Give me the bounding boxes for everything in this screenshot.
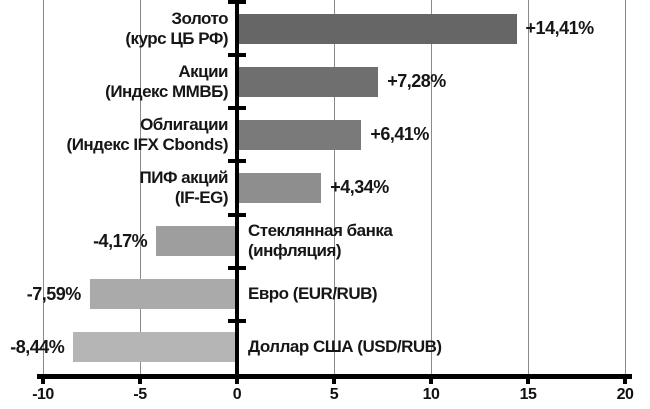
bar-category-label: Золото (курс ЦБ РФ) <box>18 2 228 55</box>
bar-value-label: +7,28% <box>387 71 446 92</box>
bar <box>237 13 517 44</box>
bar <box>237 66 379 97</box>
gridline <box>333 0 335 379</box>
category-divider-tick <box>228 265 246 270</box>
category-divider-tick <box>228 159 246 164</box>
bar-category-label: Доллар США (USD/RUB) <box>248 321 458 374</box>
bar-category-label-line: (IF-EG) <box>174 187 229 207</box>
bar-category-label: Евро (EUR/RUB) <box>248 268 458 321</box>
bar-value-label: -7,59% <box>26 283 82 304</box>
bar-category-label-line: Облигации <box>140 114 228 134</box>
bar-category-label-line: Акции <box>178 61 228 81</box>
bar-category-label: ПИФ акций (IF-EG) <box>18 161 229 214</box>
gridline <box>527 0 529 379</box>
bar-category-label-line: (Индекс IFX Cbonds) <box>66 134 229 154</box>
bar-category-label-line: Стеклянная банка <box>248 221 393 241</box>
gridline <box>139 0 141 379</box>
x-axis-tick <box>623 374 627 384</box>
x-axis-tick <box>429 374 433 384</box>
bar-category-label-line: Доллар США (USD/RUB) <box>248 337 442 357</box>
x-axis-tick <box>138 374 142 384</box>
zero-axis-line <box>235 0 239 379</box>
x-axis-tick <box>41 374 45 384</box>
bar <box>237 119 362 150</box>
x-axis-tick-label: 5 <box>329 386 339 403</box>
x-axis-tick-label: 10 <box>422 386 440 403</box>
bar-value-label: -4,17% <box>93 230 148 251</box>
bar-category-label: Облигации (Индекс IFX Cbonds) <box>18 108 229 161</box>
bar-category-label: Стеклянная банка (инфляция) <box>248 215 458 268</box>
bar-value-label: -8,44% <box>10 336 65 357</box>
bar-category-label-line: (Индекс ММВБ) <box>105 81 228 101</box>
bar-category-label-line: (курс ЦБ РФ) <box>125 28 228 48</box>
bar-category-label: Акции (Индекс ММВБ) <box>18 55 228 108</box>
x-axis-tick <box>332 374 336 384</box>
x-axis-tick-label: 20 <box>616 386 634 403</box>
category-divider-tick <box>228 0 246 4</box>
x-axis-tick-label: 15 <box>519 386 537 403</box>
x-axis-tick <box>526 374 530 384</box>
bar-category-label-line: (инфляция) <box>248 241 342 261</box>
gridline <box>430 0 432 379</box>
category-divider-tick <box>228 212 246 217</box>
category-divider-tick <box>228 318 246 323</box>
bar <box>89 279 237 310</box>
bar-value-label: +4,34% <box>330 177 389 198</box>
bar-value-label: +14,41% <box>525 18 595 39</box>
gridline <box>624 0 626 379</box>
bar-category-label-line: Золото <box>171 8 228 28</box>
category-divider-tick <box>228 106 246 111</box>
x-axis-tick <box>235 374 239 384</box>
bar <box>73 332 237 363</box>
bar-category-label-line: ПИФ акций <box>139 167 229 187</box>
bar <box>156 226 237 257</box>
x-axis-tick-label: -10 <box>32 386 54 403</box>
bar <box>237 173 322 203</box>
bar-value-label: +6,41% <box>370 124 429 145</box>
gridline <box>42 0 44 379</box>
bar-category-label-line: Евро (EUR/RUB) <box>248 284 378 304</box>
category-divider-tick <box>228 53 246 58</box>
x-axis-tick-label: -5 <box>133 386 147 403</box>
x-axis-tick-label: 0 <box>232 386 242 403</box>
